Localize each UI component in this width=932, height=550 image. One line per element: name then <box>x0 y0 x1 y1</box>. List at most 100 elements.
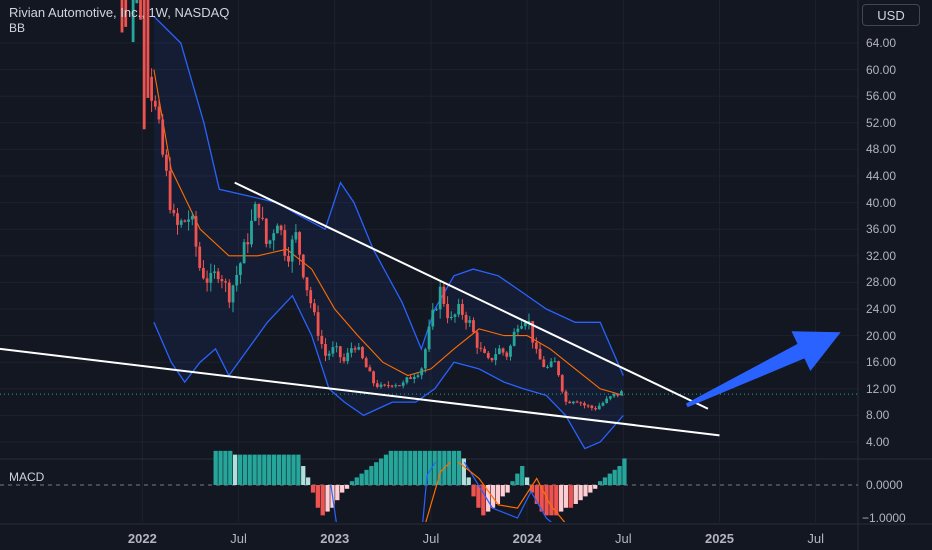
currency-button[interactable]: USD <box>862 4 920 26</box>
macd-histogram-bar <box>325 485 330 512</box>
macd-histogram-bar <box>612 469 617 485</box>
time-tick-label: 2023 <box>320 531 350 546</box>
bb-basis-line <box>153 69 624 396</box>
time-tick-label: Jul <box>807 531 824 546</box>
candle-body <box>216 271 220 280</box>
macd-histogram-bar <box>281 454 286 485</box>
candle-body <box>442 286 446 304</box>
candle-body <box>242 242 246 264</box>
macd-histogram-bar <box>403 450 408 485</box>
candle-body <box>546 366 549 368</box>
macd-indicator <box>0 450 858 522</box>
candle-body <box>560 375 564 392</box>
candle-body <box>412 376 416 379</box>
candle-body <box>372 371 375 384</box>
macd-histogram-bar <box>568 485 574 508</box>
macd-histogram-bar <box>383 454 389 485</box>
macd-histogram-bar <box>495 485 501 504</box>
candle-body <box>261 217 264 219</box>
macd-histogram-bar <box>364 469 369 485</box>
candle-body <box>579 402 583 404</box>
candle-body <box>601 402 605 406</box>
candle-body <box>187 219 191 222</box>
macd-histogram-bar <box>544 485 549 516</box>
candle-body <box>194 216 198 247</box>
candle-body <box>516 328 520 332</box>
macd-histogram-bar <box>393 450 398 485</box>
macd-histogram-bar <box>310 485 316 493</box>
candle-body <box>568 401 572 404</box>
candle-body <box>490 357 494 361</box>
time-tick-label: Jul <box>230 531 247 546</box>
price-tick-label: 4.00 <box>866 435 890 449</box>
candle-body <box>131 0 135 43</box>
macd-histogram-bar <box>481 485 486 516</box>
macd-histogram-bar <box>524 477 530 485</box>
candle-body <box>335 346 338 348</box>
candle-body <box>564 391 568 402</box>
macd-histogram-bar <box>559 485 564 512</box>
price-tick-label: 16.00 <box>866 355 897 370</box>
candle-body <box>312 303 316 313</box>
macd-histogram-bar <box>237 454 243 485</box>
candle-body <box>608 396 612 399</box>
candle-body <box>612 393 616 397</box>
bollinger-bands <box>153 15 624 450</box>
indicator-label[interactable]: BB <box>9 21 26 35</box>
candle-body <box>157 106 161 120</box>
candle-body <box>383 384 387 386</box>
price-tick-label: 12.00 <box>866 381 897 396</box>
candle-body <box>120 0 124 33</box>
macd-histogram-bar <box>413 450 418 485</box>
macd-histogram-bar <box>378 458 384 485</box>
macd-histogram-bar <box>515 473 520 485</box>
candle-body <box>142 0 146 130</box>
candle-body <box>309 290 313 304</box>
time-tick-label: 2025 <box>705 531 734 546</box>
macd-histogram-bar <box>257 454 262 485</box>
macd-histogram-bar <box>267 454 272 485</box>
macd-label[interactable]: MACD <box>9 470 45 484</box>
macd-histogram-bar <box>286 454 291 485</box>
macd-histogram-bar <box>262 454 267 485</box>
macd-histogram-bar <box>607 473 612 485</box>
macd-histogram-bar <box>534 485 539 504</box>
candle-body <box>523 322 527 327</box>
candle-body <box>590 405 594 409</box>
time-tick-label: Jul <box>614 531 632 546</box>
macd-histogram-bar <box>344 485 350 489</box>
macd-histogram-bar <box>529 485 535 493</box>
macd-histogram-bar <box>271 454 277 485</box>
candle-body <box>357 347 361 350</box>
macd-histogram-bar <box>233 454 238 485</box>
candle-body <box>146 0 150 98</box>
candle-body <box>283 230 287 256</box>
macd-histogram-bar <box>354 477 359 485</box>
candle-body <box>135 0 139 4</box>
candle-body <box>209 272 213 283</box>
candle-body <box>394 385 398 387</box>
macd-histogram-bar <box>593 485 598 489</box>
candle-body <box>268 240 272 244</box>
candle-body <box>616 393 620 396</box>
macd-histogram-bar <box>617 466 622 485</box>
candle-body <box>250 220 253 245</box>
candle-body <box>246 242 250 245</box>
candle-body <box>423 349 427 369</box>
candle-body <box>124 0 128 27</box>
candle-body <box>172 209 176 214</box>
candle-body <box>253 203 257 221</box>
price-tick-label: 36.00 <box>866 222 897 237</box>
macd-histogram-bar <box>398 450 403 485</box>
macd-line <box>330 462 552 522</box>
price-tick-label: 8.00 <box>866 408 890 423</box>
candle-body <box>398 385 401 387</box>
candle-body <box>605 398 609 403</box>
macd-histogram-bar <box>291 454 296 485</box>
candle-body <box>368 367 372 372</box>
candle-body <box>379 384 383 387</box>
macd-histogram-bar <box>486 485 491 512</box>
candle-body <box>457 303 461 315</box>
candle-body <box>431 309 435 327</box>
